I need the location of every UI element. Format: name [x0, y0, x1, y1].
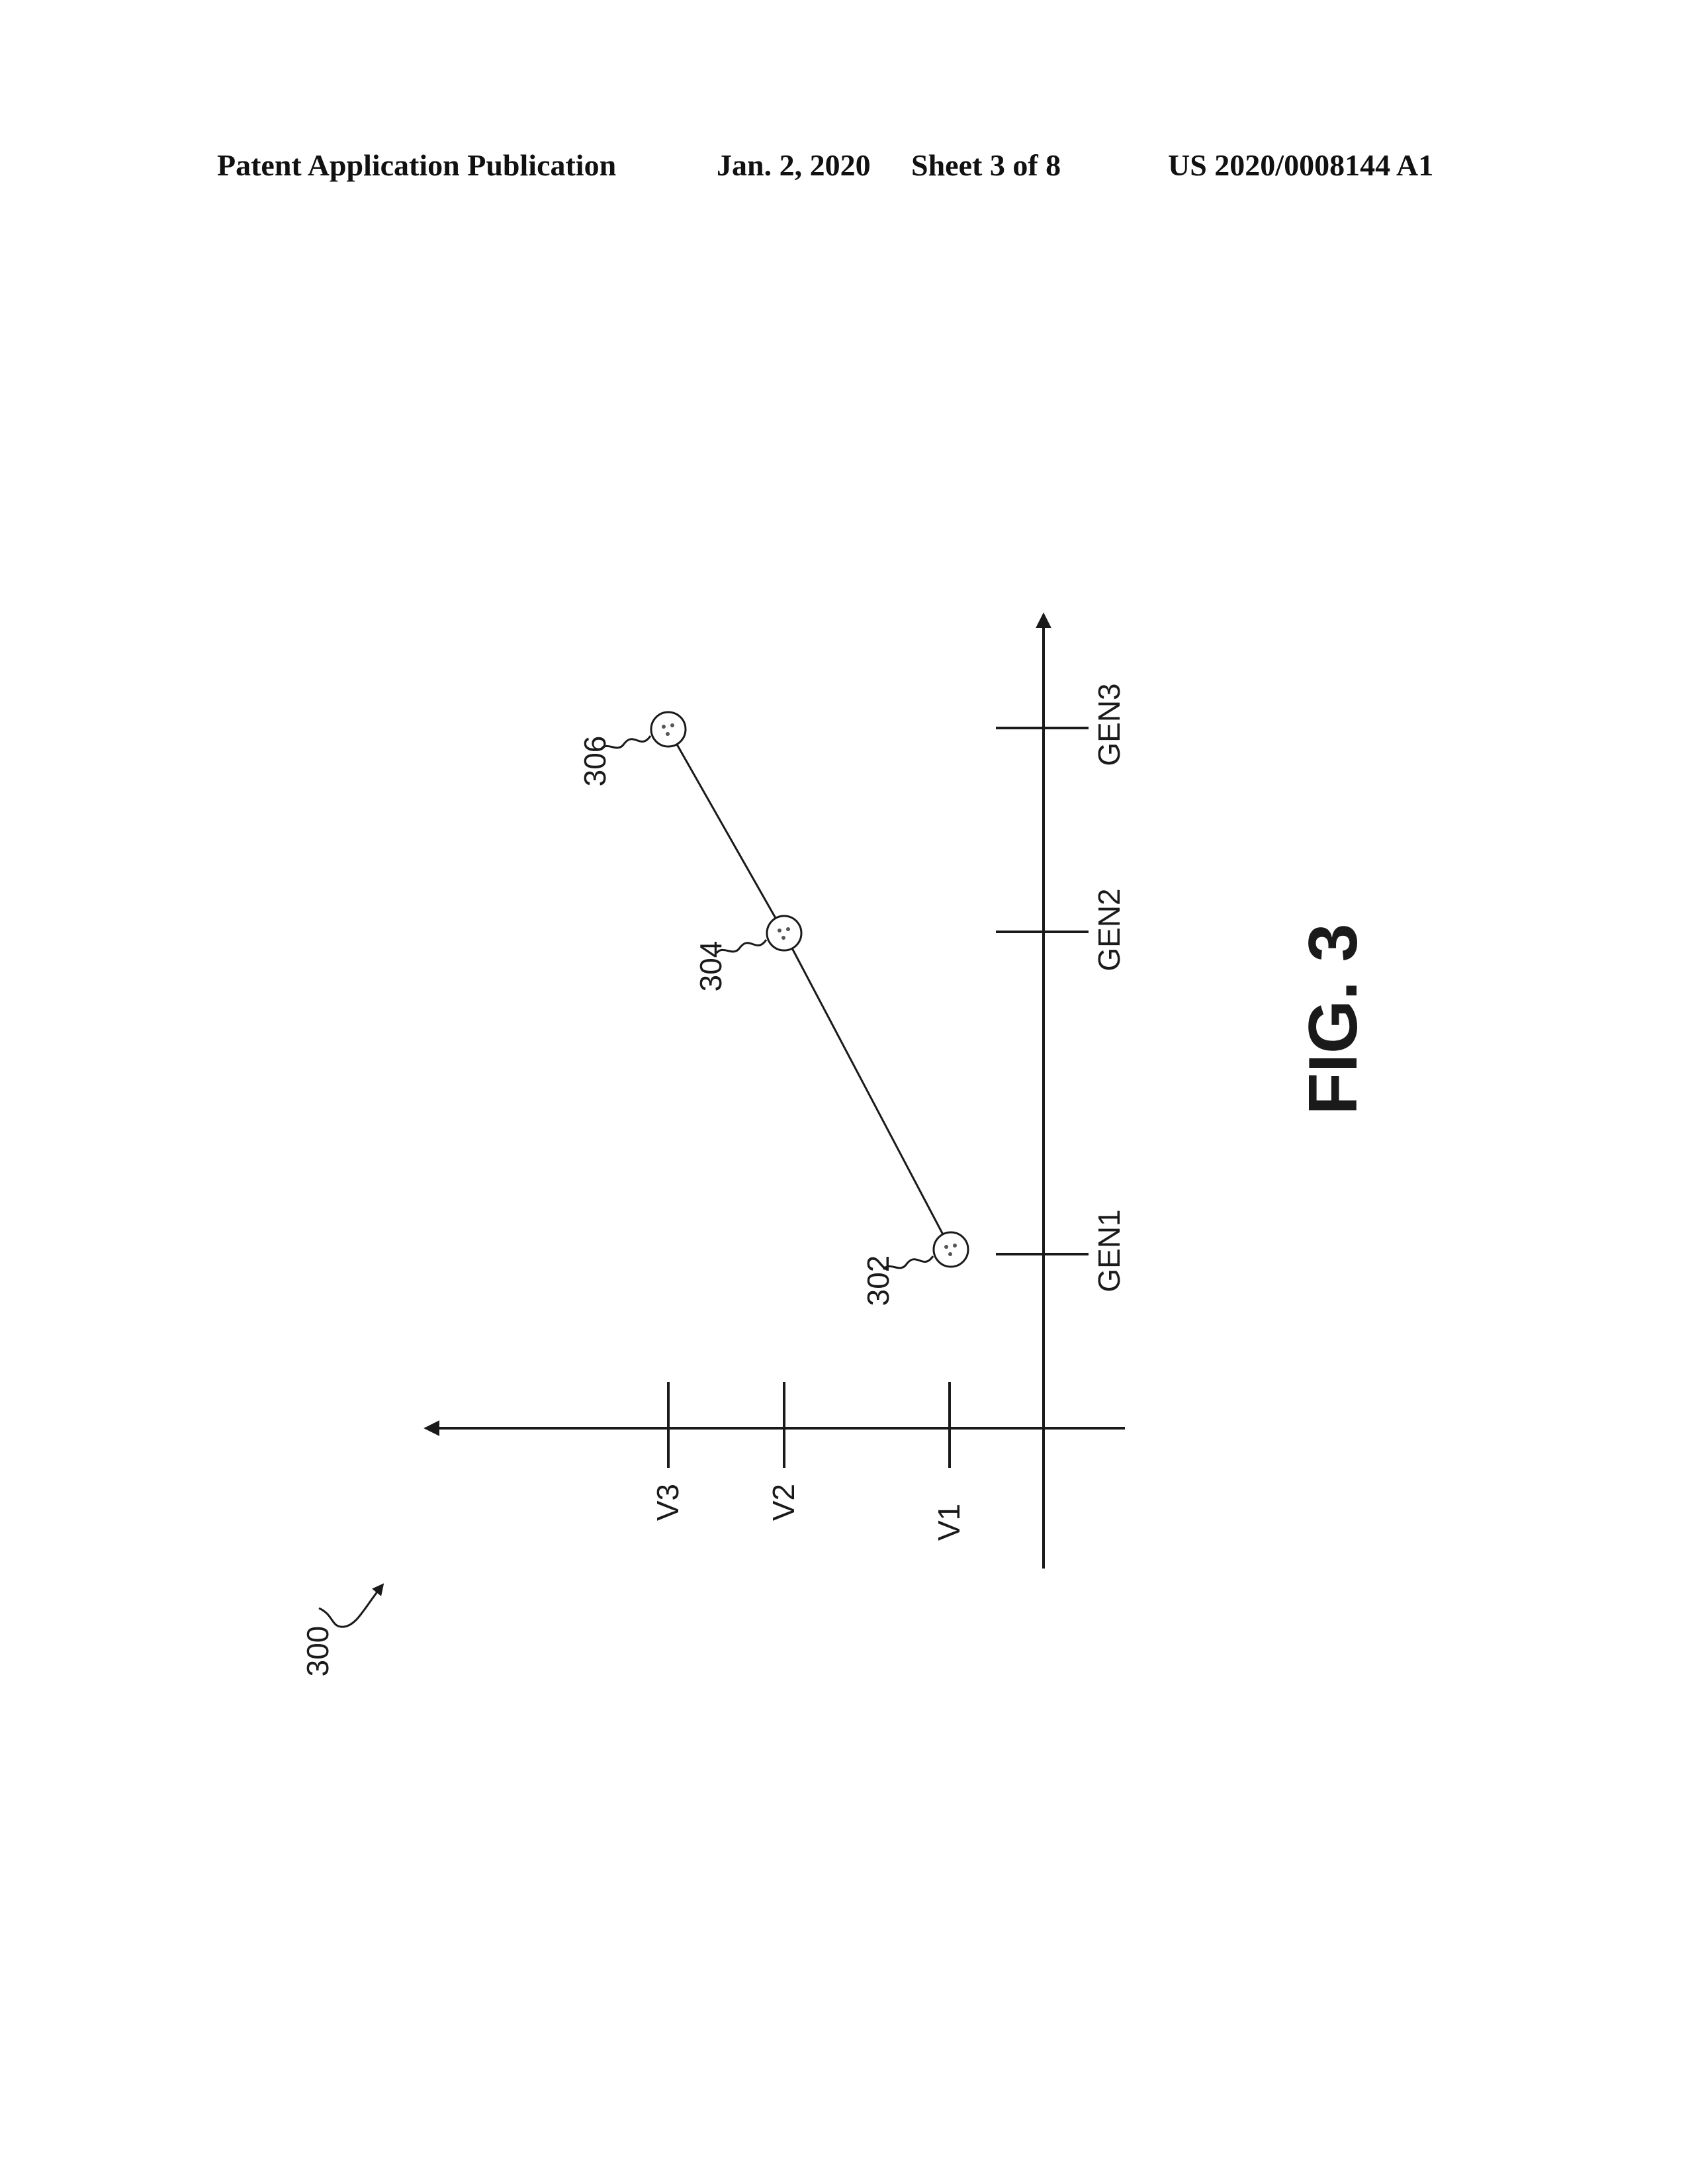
header-publication: Patent Application Publication: [217, 148, 617, 182]
header-sheet: Sheet 3 of 8: [911, 148, 1061, 182]
reference-300-arrow: [318, 1583, 384, 1628]
x-tick-label-gen2: GEN2: [1092, 888, 1126, 971]
ref-label-304: 304: [693, 941, 728, 992]
data-point-306: [650, 711, 687, 748]
ref-label-302: 302: [861, 1255, 895, 1306]
figure-reference-300: 300: [300, 1626, 335, 1677]
y-tick-label-v2: V2: [766, 1484, 801, 1521]
data-point-304: [766, 915, 803, 952]
trend-line-segment-2: [667, 729, 785, 934]
leader-306: [600, 735, 652, 751]
leader-302: [882, 1255, 934, 1271]
y-tick-label-v1: V1: [932, 1504, 966, 1541]
header-patent-number: US 2020/0008144 A1: [1168, 148, 1434, 182]
trend-line-segment-1: [783, 933, 952, 1250]
data-point-302: [932, 1231, 969, 1268]
x-tick-label-gen1: GEN1: [1092, 1209, 1126, 1292]
header-date: Jan. 2, 2020: [717, 148, 871, 182]
x-tick-label-gen3: GEN3: [1092, 683, 1126, 766]
ref-label-306: 306: [578, 736, 612, 787]
figure-caption: FIG. 3: [1295, 924, 1372, 1115]
leader-304: [715, 939, 768, 954]
y-tick-label-v3: V3: [650, 1484, 685, 1521]
